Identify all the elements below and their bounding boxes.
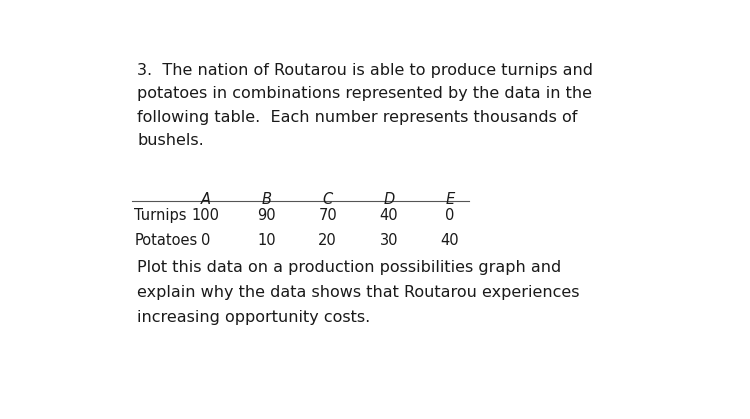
Text: E: E xyxy=(446,192,454,207)
Text: 0: 0 xyxy=(445,208,454,223)
Text: Turnips: Turnips xyxy=(134,208,187,223)
Text: 10: 10 xyxy=(257,233,276,248)
Text: 40: 40 xyxy=(440,233,459,248)
Text: bushels.: bushels. xyxy=(137,133,204,148)
Text: D: D xyxy=(383,192,394,207)
Text: 100: 100 xyxy=(192,208,220,223)
Text: B: B xyxy=(262,192,272,207)
Text: 0: 0 xyxy=(201,233,210,248)
Text: 3.  The nation of Routarou is able to produce turnips and: 3. The nation of Routarou is able to pro… xyxy=(137,63,593,78)
Text: potatoes in combinations represented by the data in the: potatoes in combinations represented by … xyxy=(137,86,592,101)
Text: 20: 20 xyxy=(318,233,337,248)
Text: A: A xyxy=(201,192,211,207)
Text: Plot this data on a production possibilities graph and: Plot this data on a production possibili… xyxy=(137,260,562,275)
Text: C: C xyxy=(322,192,333,207)
Text: Potatoes: Potatoes xyxy=(134,233,198,248)
Text: 90: 90 xyxy=(257,208,276,223)
Text: following table.  Each number represents thousands of: following table. Each number represents … xyxy=(137,110,578,124)
Text: 40: 40 xyxy=(380,208,398,223)
Text: 30: 30 xyxy=(380,233,398,248)
Text: increasing opportunity costs.: increasing opportunity costs. xyxy=(137,310,370,325)
Text: explain why the data shows that Routarou experiences: explain why the data shows that Routarou… xyxy=(137,285,580,300)
Text: 70: 70 xyxy=(318,208,337,223)
